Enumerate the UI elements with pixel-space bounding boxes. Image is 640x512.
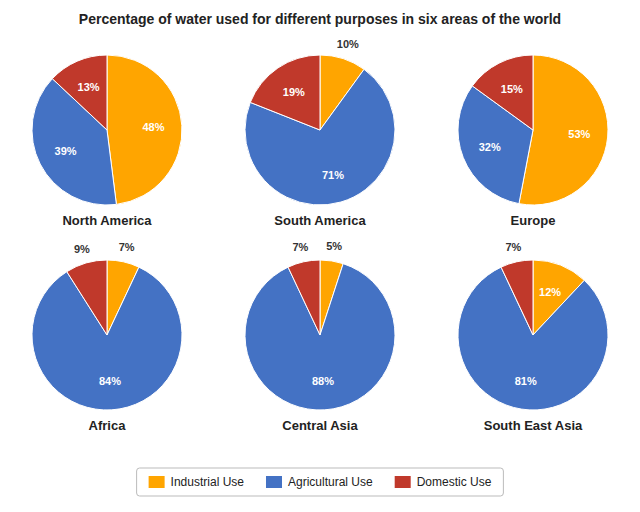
data-label: 7%	[119, 241, 135, 253]
data-label: 7%	[292, 241, 308, 253]
data-label: 12%	[539, 286, 561, 298]
data-label: 88%	[312, 375, 334, 387]
chart: Percentage of water used for different p…	[0, 0, 640, 512]
pie	[245, 260, 395, 410]
legend-swatch	[149, 476, 165, 488]
data-label: 84%	[99, 375, 121, 387]
pie-name: Europe	[511, 213, 556, 228]
pie-name: South America	[274, 213, 366, 228]
data-label: 9%	[74, 243, 90, 255]
pie-slice	[472, 55, 533, 130]
pie-name: Africa	[89, 418, 127, 433]
legend-swatch	[266, 476, 282, 488]
pie-name: Central Asia	[282, 418, 358, 433]
legend: Industrial Use Agricultural Use Domestic U…	[137, 468, 504, 496]
pie-slice	[107, 55, 182, 204]
data-label: 71%	[322, 169, 344, 181]
data-label: 39%	[55, 145, 77, 157]
legend-label: Agricultural Use	[288, 475, 373, 489]
pie	[245, 55, 395, 205]
pie	[32, 55, 182, 205]
data-label: 53%	[568, 128, 590, 140]
pie-slice	[288, 260, 320, 335]
data-label: 13%	[78, 81, 100, 93]
data-label: 7%	[505, 241, 521, 253]
pie-name: South East Asia	[484, 418, 583, 433]
pie-slice	[501, 260, 533, 335]
pie-slice	[67, 260, 107, 335]
pie-name: North America	[62, 213, 152, 228]
pie	[32, 260, 182, 410]
legend-frame	[137, 468, 504, 496]
data-label: 48%	[142, 121, 164, 133]
chart-title: Percentage of water used for different p…	[79, 11, 561, 27]
legend-label: Domestic Use	[417, 475, 492, 489]
pie-slice	[52, 55, 107, 130]
data-label: 81%	[515, 375, 537, 387]
data-label: 32%	[479, 141, 501, 153]
data-label: 5%	[326, 240, 342, 252]
data-label: 15%	[501, 83, 523, 95]
legend-swatch	[395, 476, 411, 488]
data-label: 10%	[337, 38, 359, 50]
pie	[458, 260, 608, 410]
pie-slice	[250, 55, 320, 130]
pie	[458, 55, 608, 205]
data-label: 19%	[283, 86, 305, 98]
legend-label: Industrial Use	[171, 475, 245, 489]
